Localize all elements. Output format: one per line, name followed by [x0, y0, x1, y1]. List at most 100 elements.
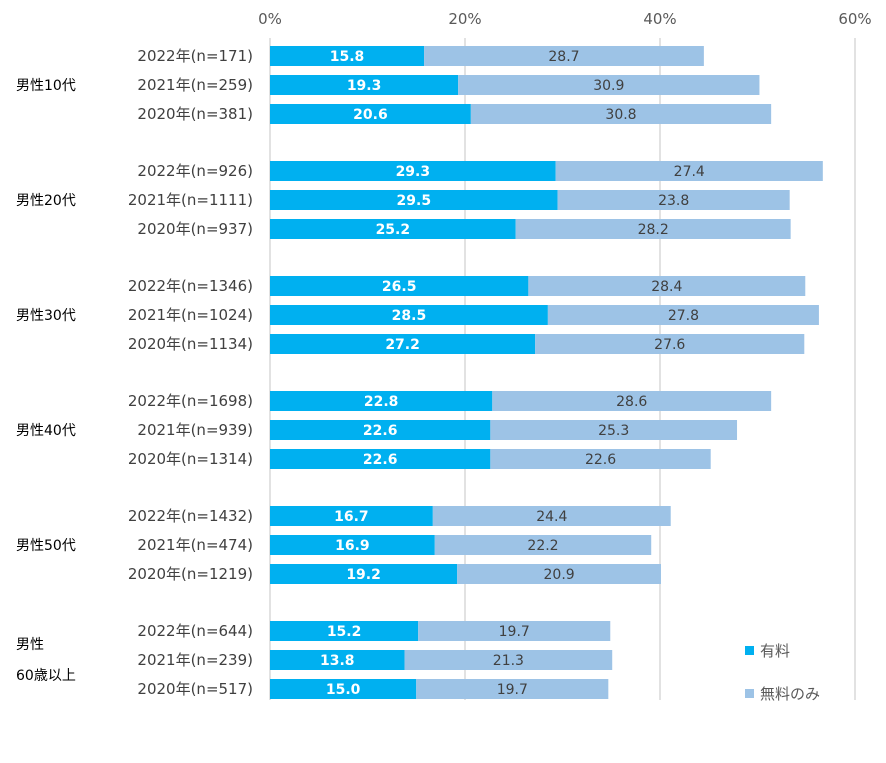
data-label-free-only: 28.7	[548, 49, 579, 65]
bar-paid	[270, 219, 516, 239]
bar-paid	[270, 334, 536, 354]
group-label: 男性20代	[16, 193, 76, 209]
bar-free-only	[490, 449, 711, 469]
bar-paid	[270, 679, 417, 699]
bar-paid	[270, 650, 405, 670]
data-label-paid: 20.6	[353, 107, 388, 123]
row-label: 2022年(n=644)	[137, 622, 253, 640]
row-label: 2021年(n=474)	[137, 536, 253, 554]
data-label-free-only: 25.3	[598, 423, 629, 439]
row-label: 2020年(n=381)	[137, 105, 253, 123]
bar-free-only	[557, 190, 790, 210]
data-label-paid: 25.2	[376, 222, 411, 238]
row-label: 2020年(n=937)	[137, 220, 253, 238]
bar-paid	[270, 391, 493, 411]
row-label: 2022年(n=926)	[137, 162, 253, 180]
data-label-paid: 19.2	[346, 567, 381, 583]
row-label: 2022年(n=171)	[137, 47, 253, 65]
row-label: 2020年(n=1219)	[128, 565, 253, 583]
data-label-free-only: 28.4	[651, 279, 682, 295]
legend-swatch	[745, 689, 754, 698]
bar-free-only	[515, 219, 791, 239]
x-tick-label: 0%	[258, 10, 282, 28]
data-label-free-only: 23.8	[658, 193, 689, 209]
bar-free-only	[555, 161, 823, 181]
bar-free-only	[434, 535, 652, 555]
bar-paid	[270, 75, 459, 95]
data-label-free-only: 20.9	[544, 567, 575, 583]
bar-paid	[270, 449, 491, 469]
group-label: 男性40代	[16, 423, 76, 439]
data-label-free-only: 24.4	[536, 509, 567, 525]
data-label-free-only: 19.7	[499, 624, 530, 640]
bar-free-only	[418, 621, 611, 641]
data-label-free-only: 22.6	[585, 452, 616, 468]
data-label-paid: 15.0	[326, 682, 361, 698]
data-label-paid: 26.5	[382, 279, 417, 295]
data-label-paid: 22.8	[364, 394, 399, 410]
row-label: 2021年(n=939)	[137, 421, 253, 439]
legend-swatch	[745, 646, 754, 655]
bar-paid	[270, 305, 548, 325]
bars: 15.8 28.7 19.3 30.9 20.6 30.8 29.3 27.4 29.5 23.8…	[270, 46, 823, 699]
data-label-free-only: 30.8	[605, 107, 636, 123]
legend-label: 有料	[760, 642, 790, 660]
bar-free-only	[492, 391, 772, 411]
row-label: 2022年(n=1432)	[128, 507, 253, 525]
bar-free-only	[432, 506, 671, 526]
bar-paid	[270, 46, 425, 66]
bar-free-only	[416, 679, 609, 699]
row-label: 2021年(n=259)	[137, 76, 253, 94]
bar-free-only	[424, 46, 704, 66]
group-label: 男性50代	[16, 538, 76, 554]
row-label: 2022年(n=1346)	[128, 277, 253, 295]
data-label-paid: 22.6	[363, 452, 398, 468]
data-label-free-only: 27.6	[654, 337, 685, 353]
bar-paid	[270, 535, 435, 555]
data-label-paid: 15.2	[327, 624, 362, 640]
row-label: 2021年(n=1024)	[128, 306, 253, 324]
data-label-paid: 22.6	[363, 423, 398, 439]
data-label-free-only: 19.7	[497, 682, 528, 698]
x-tick-label: 60%	[838, 10, 871, 28]
data-label-free-only: 22.2	[527, 538, 558, 554]
legend-label: 無料のみ	[760, 685, 820, 703]
bar-free-only	[547, 305, 819, 325]
data-label-paid: 16.7	[334, 509, 369, 525]
data-label-paid: 15.8	[330, 49, 365, 65]
row-label: 2021年(n=239)	[137, 651, 253, 669]
gridlines	[269, 38, 856, 700]
data-label-free-only: 21.3	[493, 653, 524, 669]
group-label: 60歳以上	[16, 668, 76, 684]
bar-free-only	[490, 420, 738, 440]
bar-free-only	[458, 75, 760, 95]
data-label-free-only: 28.2	[638, 222, 669, 238]
data-label-paid: 29.3	[396, 164, 431, 180]
row-label: 2020年(n=517)	[137, 680, 253, 698]
x-tick-label: 20%	[448, 10, 481, 28]
group-label: 男性	[16, 637, 44, 653]
bar-free-only	[457, 564, 661, 584]
row-label: 2021年(n=1111)	[128, 191, 253, 209]
data-label-free-only: 30.9	[593, 78, 624, 94]
bar-free-only	[528, 276, 806, 296]
bar-free-only	[470, 104, 772, 124]
data-label-paid: 29.5	[397, 193, 432, 209]
row-label: 2020年(n=1314)	[128, 450, 253, 468]
data-label-paid: 28.5	[392, 308, 427, 324]
x-axis-ticks: 0% 20% 40% 60%	[258, 10, 872, 28]
bar-paid	[270, 276, 529, 296]
data-label-free-only: 28.6	[616, 394, 647, 410]
data-label-free-only: 27.4	[674, 164, 705, 180]
data-label-paid: 13.8	[320, 653, 355, 669]
bar-paid	[270, 621, 419, 641]
bar-paid	[270, 104, 471, 124]
bar-paid	[270, 190, 558, 210]
bar-free-only	[404, 650, 613, 670]
data-label-paid: 19.3	[347, 78, 382, 94]
bar-free-only	[535, 334, 805, 354]
bar-paid	[270, 506, 433, 526]
bar-paid	[270, 420, 491, 440]
